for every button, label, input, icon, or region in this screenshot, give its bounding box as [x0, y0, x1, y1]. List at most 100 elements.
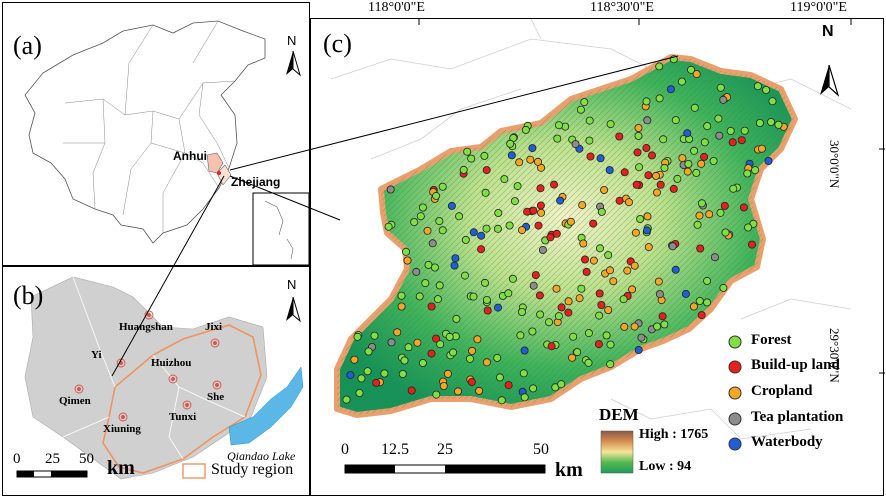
sample-point	[549, 180, 558, 189]
sample-point	[652, 188, 661, 197]
sample-point	[430, 263, 439, 272]
sample-point	[595, 244, 604, 253]
legend-swatches	[728, 335, 742, 451]
sample-point	[632, 180, 641, 189]
sample-point	[469, 292, 478, 301]
scale-bar-c	[344, 464, 546, 474]
sample-point	[416, 212, 425, 221]
sample-point	[520, 393, 529, 402]
sample-point	[696, 244, 705, 253]
sample-point	[643, 116, 652, 125]
sample-point	[689, 302, 698, 311]
sample-point	[475, 386, 484, 395]
sample-point	[372, 378, 381, 387]
sample-point	[535, 291, 544, 300]
sample-point	[393, 328, 402, 337]
legend-label-waterbody: Waterbody	[751, 434, 823, 450]
anhui-label: Anhui	[173, 149, 207, 163]
sample-point	[753, 82, 762, 91]
sample-point	[531, 271, 540, 280]
sample-point	[697, 199, 706, 208]
sample-point	[571, 140, 580, 149]
sample-point	[642, 97, 651, 106]
sample-point	[453, 387, 462, 396]
sample-point	[643, 226, 652, 235]
qiandao-lake	[228, 366, 304, 446]
sample-point	[703, 122, 712, 131]
sample-point	[580, 98, 589, 107]
sample-point	[683, 129, 692, 138]
sample-point	[716, 83, 725, 92]
sample-point	[584, 329, 593, 338]
sample-point	[681, 289, 690, 298]
sample-point	[415, 292, 424, 301]
sample-point	[633, 148, 642, 157]
sample-point	[418, 203, 427, 212]
sample-point	[386, 185, 395, 194]
sample-point	[654, 277, 663, 286]
panel-c-sampling-map: (c) N Forest Build-up land Cropland Tea …	[310, 18, 885, 496]
sample-point	[576, 105, 585, 114]
sample-point	[755, 119, 764, 128]
legend-swatch-forest	[728, 335, 742, 349]
sample-point	[455, 212, 464, 221]
sample-point	[477, 231, 486, 240]
sample-point	[584, 358, 593, 367]
sample-point	[575, 294, 584, 303]
sample-point	[644, 171, 653, 180]
city-label-qimen: Qimen	[59, 395, 91, 407]
sample-point	[505, 221, 514, 230]
sample-point	[403, 256, 412, 265]
sample-point	[427, 302, 436, 311]
lon-tick-marks	[418, 19, 852, 25]
sample-point	[557, 380, 566, 389]
sample-point	[435, 281, 444, 290]
sample-point	[410, 218, 419, 227]
scale-tick-50: 50	[533, 441, 549, 458]
sample-point	[428, 239, 437, 248]
sample-point	[480, 278, 489, 287]
sample-point	[413, 338, 422, 347]
sample-point	[606, 340, 615, 349]
sample-point	[597, 207, 606, 216]
legend-label-forest: Forest	[751, 332, 792, 348]
sample-point	[398, 369, 407, 378]
sample-point	[529, 206, 538, 215]
sample-point	[380, 369, 389, 378]
china-outline	[24, 20, 266, 244]
sample-point	[660, 320, 669, 329]
sample-point	[605, 266, 614, 275]
sample-point	[669, 55, 678, 64]
sample-point	[606, 120, 615, 129]
sample-point	[655, 94, 664, 103]
panel-b-label: (b)	[13, 281, 44, 310]
sample-point	[705, 210, 714, 219]
sample-point	[469, 228, 478, 237]
sample-point	[432, 334, 441, 343]
sample-point	[407, 386, 416, 395]
sample-point	[630, 322, 639, 331]
legend-study-region-label: Study region	[211, 461, 294, 478]
sample-point	[536, 201, 545, 210]
sample-point	[432, 390, 441, 399]
sample-point	[695, 296, 704, 305]
sample-point	[703, 276, 712, 285]
city-label-xiuning: Xiuning	[103, 423, 141, 435]
sample-point	[743, 169, 752, 178]
panel-a-label: (a)	[13, 31, 42, 60]
sample-point	[445, 332, 454, 341]
city-label-huangshan: Huangshan	[119, 321, 173, 333]
sample-point	[589, 219, 598, 228]
sample-point	[493, 353, 502, 362]
sample-point	[656, 180, 665, 189]
sample-point	[631, 228, 640, 237]
study-region-legend-swatch	[182, 463, 206, 479]
sample-point	[449, 348, 458, 357]
sample-point	[692, 168, 701, 177]
sample-point	[719, 95, 728, 104]
sample-point	[695, 211, 704, 220]
sample-point	[483, 306, 492, 315]
sample-point	[557, 303, 566, 312]
legend-label-build-up-land: Build-up land	[751, 357, 840, 373]
sample-point	[482, 295, 491, 304]
